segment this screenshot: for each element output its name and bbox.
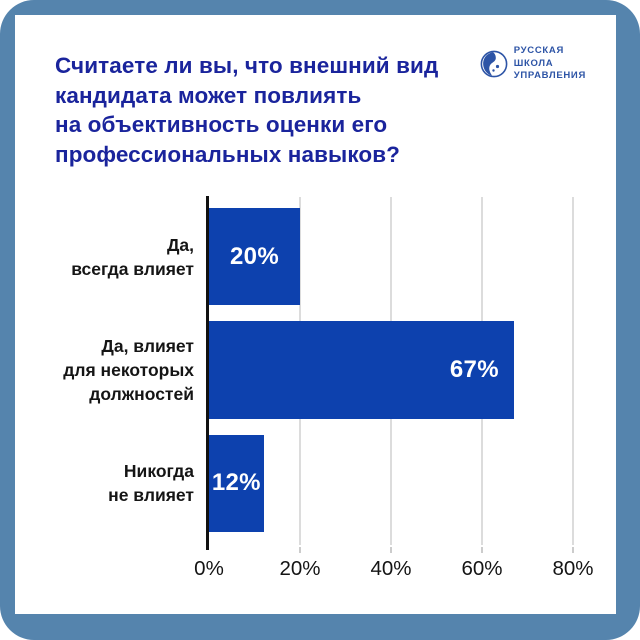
logo: РУССКАЯ ШКОЛА УПРАВЛЕНИЯ	[480, 45, 586, 83]
tick-label-0: 0%	[194, 557, 224, 580]
bar-never: 12%	[209, 434, 264, 532]
card-content: Считаете ли вы, что внешний вид кандидат…	[15, 15, 616, 614]
bar-always: 20%	[209, 208, 300, 306]
bar-row: 20%	[209, 208, 573, 306]
plot-area: 20% 67% 12%	[194, 196, 594, 580]
logo-globe-icon	[480, 50, 508, 78]
category-label: Да, влияет для некоторых должностей	[63, 335, 194, 404]
title-line: профессиональных навыков?	[55, 141, 401, 167]
category-labels: Да, всегда влияет Да, влияет для некотор…	[55, 197, 194, 545]
logo-line: УПРАВЛЕНИЯ	[513, 70, 586, 81]
category-label: Да, всегда влияет	[71, 234, 194, 279]
bar-some-positions: 67%	[209, 321, 514, 419]
bar-chart: Да, всегда влияет Да, влияет для некотор…	[55, 196, 594, 580]
title-line: Считаете ли вы, что внешний вид	[55, 53, 439, 78]
tick-label-80: 80%	[552, 557, 594, 580]
bars: 20% 67% 12%	[209, 197, 573, 545]
title-line: на объективность оценки его	[55, 112, 388, 137]
logo-line: РУССКАЯ	[513, 45, 564, 56]
tick-mark-80	[572, 547, 574, 553]
x-axis-tick-labels: 0% 20% 40% 60% 80%	[194, 557, 593, 583]
title-line: кандидата может повлиять	[55, 82, 362, 108]
tick-mark-60	[481, 547, 483, 553]
tick-mark-40	[390, 547, 392, 553]
logo-line: ШКОЛА	[513, 57, 554, 69]
bar-value-label: 20%	[230, 242, 279, 270]
y-axis-line	[206, 196, 209, 550]
tick-label-20: 20%	[279, 557, 321, 580]
tick-label-60: 60%	[461, 557, 503, 580]
bar-row: 12%	[209, 434, 573, 532]
bar-value-label: 67%	[449, 355, 499, 383]
page-title: Считаете ли вы, что внешний вид кандидат…	[55, 51, 438, 169]
tick-mark-20	[299, 547, 301, 553]
category-label: Никогда не влияет	[108, 461, 194, 506]
bar-row: 67%	[209, 321, 573, 419]
logo-wordmark: РУССКАЯ ШКОЛА УПРАВЛЕНИЯ	[514, 45, 586, 83]
bar-value-label: 12%	[211, 469, 261, 497]
tick-label-40: 40%	[370, 557, 412, 580]
gridline-80	[572, 197, 574, 545]
